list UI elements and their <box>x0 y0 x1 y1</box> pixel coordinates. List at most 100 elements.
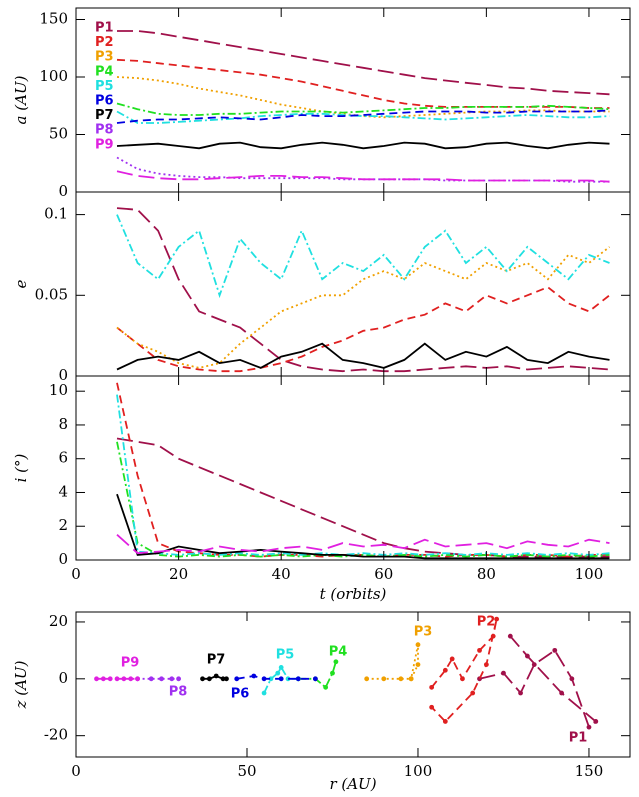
series-label: P5 <box>95 79 114 94</box>
series-label: P1 <box>95 21 114 36</box>
point <box>169 676 175 682</box>
point <box>234 676 240 682</box>
y-tick-label: 4 <box>58 482 68 500</box>
point <box>94 676 99 682</box>
point <box>470 690 476 696</box>
point <box>224 676 229 682</box>
plot-area <box>116 382 610 560</box>
point <box>381 676 387 682</box>
point <box>364 676 370 682</box>
point <box>312 676 318 682</box>
x-axis-label: r (AU) <box>329 775 376 793</box>
frame <box>75 611 631 758</box>
plot-area <box>116 30 610 183</box>
series-line <box>116 156 610 183</box>
frame <box>75 191 631 377</box>
series-line <box>116 58 610 109</box>
point <box>330 670 335 676</box>
plot-area <box>94 616 599 730</box>
series-line <box>116 109 610 124</box>
y-tick-label: 0.05 <box>35 285 68 303</box>
point <box>200 676 205 682</box>
series-line <box>117 30 610 96</box>
point <box>490 633 496 639</box>
series-label: P7 <box>207 653 226 668</box>
point <box>206 676 212 682</box>
y-tick-label: 0 <box>58 182 68 200</box>
plot-area <box>116 207 611 373</box>
x-tick-label: 60 <box>374 565 393 583</box>
y-tick-label: 8 <box>58 415 68 433</box>
point <box>323 684 329 690</box>
series-line <box>116 170 610 183</box>
point <box>107 676 113 682</box>
series-line <box>116 246 611 369</box>
series-line <box>116 286 611 373</box>
point <box>148 676 154 682</box>
series-line <box>116 437 610 558</box>
x-tick-label: 150 <box>575 762 604 780</box>
x-tick-label: 80 <box>477 565 496 583</box>
point <box>100 676 106 682</box>
series-line <box>263 665 299 694</box>
series-label: P6 <box>95 94 114 109</box>
point <box>559 690 565 696</box>
point <box>114 676 120 682</box>
point <box>442 667 448 673</box>
point <box>268 676 274 682</box>
series-line <box>116 493 610 560</box>
point <box>398 676 404 682</box>
y-axis-label: z (AU) <box>12 660 30 709</box>
point <box>176 676 181 682</box>
point <box>285 676 291 682</box>
point <box>159 676 164 682</box>
point <box>275 670 281 676</box>
y-tick-label: 6 <box>58 449 68 467</box>
series-label: P4 <box>95 64 114 79</box>
point <box>121 676 127 682</box>
point <box>593 719 599 724</box>
y-tick-label: 50 <box>49 125 68 143</box>
x-tick-label: 0 <box>71 762 81 780</box>
x-tick-label: 100 <box>404 762 433 780</box>
point <box>278 665 284 670</box>
point <box>460 676 465 682</box>
x-tick-label: 20 <box>169 565 188 583</box>
series-label: P3 <box>95 50 114 65</box>
point <box>415 642 421 648</box>
series-line <box>236 675 316 680</box>
point <box>442 719 448 724</box>
point <box>477 647 482 653</box>
y-tick-label: -20 <box>44 726 68 744</box>
series-label: P9 <box>95 137 114 152</box>
point <box>278 676 284 682</box>
point <box>135 676 140 682</box>
series-line <box>116 110 610 124</box>
x-tick-label: 40 <box>272 565 291 583</box>
frame <box>75 7 631 193</box>
series-label: P8 <box>169 685 188 700</box>
series-label: P2 <box>95 35 114 50</box>
series-line <box>479 635 598 729</box>
y-tick-label: 150 <box>39 10 68 28</box>
point <box>531 662 537 667</box>
series-line <box>116 342 610 371</box>
series-label: P9 <box>121 656 140 671</box>
point <box>261 690 267 696</box>
series-line <box>116 382 610 558</box>
point <box>525 653 530 659</box>
point <box>449 656 455 662</box>
point <box>128 676 134 682</box>
series-line <box>116 214 610 299</box>
point <box>518 690 523 696</box>
x-axis-label: t (orbits) <box>320 585 387 603</box>
x-tick-label: 100 <box>575 565 604 583</box>
point <box>220 676 226 682</box>
point <box>507 633 513 639</box>
series-line <box>116 394 610 556</box>
y-axis-label: e <box>12 279 30 288</box>
point <box>251 673 257 679</box>
series-line <box>116 102 610 116</box>
y-tick-label: 100 <box>39 67 68 85</box>
